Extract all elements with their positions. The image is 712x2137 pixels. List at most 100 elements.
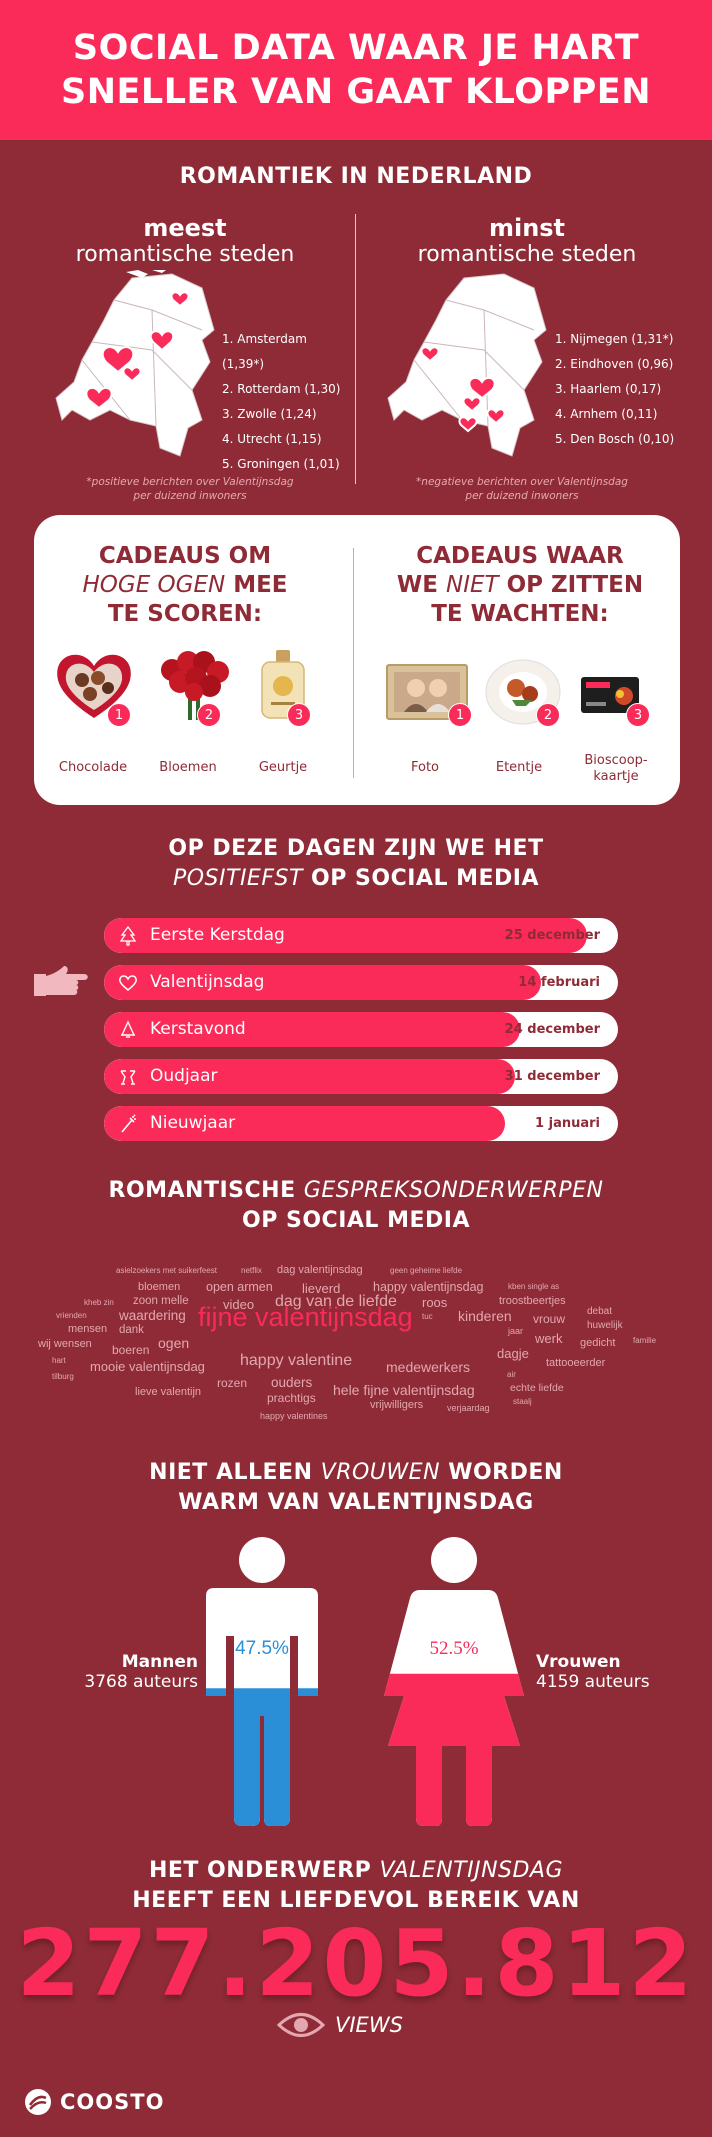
- day-date: 31 december: [504, 1069, 600, 1084]
- footnote-line: *negatieve berichten over Valentijnsdag: [416, 476, 628, 488]
- word: mensen: [68, 1323, 108, 1335]
- word-cloud: asielzoekers met suikerfeest netflix dag…: [30, 1262, 680, 1432]
- word: dank: [119, 1324, 144, 1336]
- gift-label-perfume: Geurtje: [258, 760, 308, 775]
- word: open armen: [206, 1280, 273, 1294]
- word: staalj: [513, 1397, 532, 1406]
- list-item: 3. Zwolle (1,24): [222, 407, 317, 421]
- word: tattooeerder: [546, 1357, 606, 1369]
- title-line: WARM VAN VALENTIJNSDAG: [178, 1490, 534, 1515]
- word: gedicht: [580, 1337, 616, 1349]
- reach-title: HET ONDERWERP VALENTIJNSDAG HEEFT EEN LI…: [0, 1856, 712, 1916]
- title-italic: VALENTIJNSDAG: [379, 1858, 564, 1883]
- word: hart: [52, 1356, 66, 1365]
- heart-amsterdam: [101, 346, 135, 374]
- word: kben single as: [508, 1282, 560, 1291]
- title-line: OP SOCIAL MEDIA: [242, 1208, 470, 1233]
- title-line: OP DEZE DAGEN ZIJN WE HET: [168, 836, 544, 861]
- netherlands-map-most: [55, 270, 215, 457]
- title-bold: OP ZITTEN: [498, 572, 644, 598]
- word: familie: [633, 1336, 657, 1345]
- word: geen geheime liefde: [390, 1266, 463, 1275]
- gift-label-flowers: Bloemen: [159, 760, 217, 775]
- title-line: ROMANTISCHE GESPREKSONDERWERPEN: [0, 1176, 712, 1206]
- eye-icon: [277, 2013, 325, 2037]
- gift-label-cinema-ticket: Bioscoop- kaartje: [566, 753, 666, 785]
- word: zoon melle: [133, 1295, 189, 1307]
- list-item: 2. Eindhoven (0,96): [555, 357, 674, 371]
- day-date: 1 januari: [535, 1116, 600, 1131]
- footnote-line: *positieve berichten over Valentijnsdag: [86, 476, 294, 488]
- list-item: 4. Utrecht (1,15): [222, 432, 322, 446]
- word: dag valentijnsdag: [277, 1264, 363, 1276]
- day-label: Oudjaar: [150, 1066, 218, 1086]
- women-percentage: 52.5%: [429, 1638, 479, 1659]
- word: ogen: [158, 1335, 190, 1351]
- most-heading-bold: meest: [143, 214, 227, 242]
- word: troostbeertjes: [499, 1295, 566, 1307]
- title-line: HET ONDERWERP VALENTIJNSDAG: [0, 1856, 712, 1886]
- reach-number: 277.205.812: [16, 1910, 696, 2017]
- word: lieverd: [302, 1281, 341, 1296]
- title-bold: NIET ALLEEN: [149, 1460, 321, 1485]
- word: echte liefde: [510, 1382, 564, 1394]
- topics-title: ROMANTISCHE GESPREKSONDERWERPEN OP SOCIA…: [0, 1176, 712, 1236]
- list-item: 5. Groningen (1,01): [222, 457, 340, 471]
- coosto-logo[interactable]: COOSTO: [24, 2088, 164, 2116]
- title-line: HOGE OGEN MEE: [40, 571, 330, 600]
- title-bold: OP SOCIAL MEDIA: [302, 866, 540, 891]
- day-bar-fill: [104, 1059, 516, 1094]
- word: huwelijk: [587, 1320, 623, 1331]
- list-item: 4. Arnhem (0,11): [555, 407, 658, 421]
- christmas-tree-icon: [119, 926, 137, 946]
- man-figure: [206, 1537, 318, 1826]
- day-label: Kerstavond: [150, 1019, 246, 1039]
- list-item: 2. Rotterdam (1,30): [222, 382, 341, 396]
- word: boeren: [112, 1343, 150, 1357]
- word: medewerkers: [386, 1359, 471, 1375]
- word: roos: [422, 1295, 448, 1310]
- gift-rank-badge: 2: [536, 703, 560, 727]
- women-legend: Vrouwen 4159 auteurs: [536, 1652, 676, 1692]
- firework-icon: [121, 1114, 136, 1133]
- title-bold: WE: [396, 572, 446, 598]
- word: prachtigs: [267, 1391, 316, 1405]
- title-italic: GESPREKSONDERWERPEN: [303, 1178, 604, 1203]
- day-bar-fill: [104, 965, 541, 1000]
- bad-gifts-title: CADEAUS WAAR WE NIET OP ZITTEN TE WACHTE…: [375, 542, 665, 629]
- word: rozen: [217, 1376, 248, 1390]
- least-romantic-heading: minst romantische steden: [372, 214, 682, 267]
- day-date: 25 december: [504, 928, 600, 943]
- men-authors: 3768 auteurs: [84, 1672, 198, 1692]
- gift-rank-badge: 2: [197, 703, 221, 727]
- word: kinderen: [458, 1308, 512, 1324]
- photo-frame-image: [386, 664, 468, 720]
- word: vrijwilligers: [370, 1399, 424, 1411]
- list-item: 1. Nijmegen (1,31*): [555, 332, 674, 346]
- days-title: OP DEZE DAGEN ZIJN WE HET POSITIEFST OP …: [0, 834, 712, 894]
- day-bar-fill: [104, 1106, 505, 1141]
- good-gifts-title: CADEAUS OM HOGE OGEN MEE TE SCOREN:: [40, 542, 330, 629]
- word-highlight: fijne valentijnsdag: [198, 1302, 413, 1332]
- word: hele fijne valentijnsdag: [333, 1382, 475, 1398]
- day-bar-fill: [104, 918, 588, 953]
- gift-label-dinner: Etentje: [495, 760, 543, 775]
- roses-bouquet-image: [161, 651, 229, 720]
- coosto-logo-icon: [25, 2089, 51, 2115]
- day-row: Oudjaar 31 december: [104, 1059, 618, 1094]
- word: waardering: [119, 1308, 186, 1323]
- footnote-line: per duizend inwoners: [465, 490, 579, 502]
- word: debat: [587, 1306, 613, 1317]
- day-row: Valentijnsdag 14 februari: [104, 965, 618, 1000]
- gift-rank-badge: 3: [287, 703, 311, 727]
- day-label: Eerste Kerstdag: [150, 925, 285, 945]
- word: ouders: [271, 1375, 313, 1390]
- coosto-logo-text: COOSTO: [60, 2090, 165, 2114]
- most-romantic-heading: meest romantische steden: [30, 214, 340, 267]
- gifts-divider: [353, 548, 354, 778]
- title-bold: HET ONDERWERP: [148, 1858, 380, 1883]
- word: tilburg: [52, 1372, 74, 1381]
- label-line: Bioscoop-: [584, 753, 648, 768]
- title-bold: WORDEN: [440, 1460, 563, 1485]
- cinema-ticket-image: [581, 677, 639, 713]
